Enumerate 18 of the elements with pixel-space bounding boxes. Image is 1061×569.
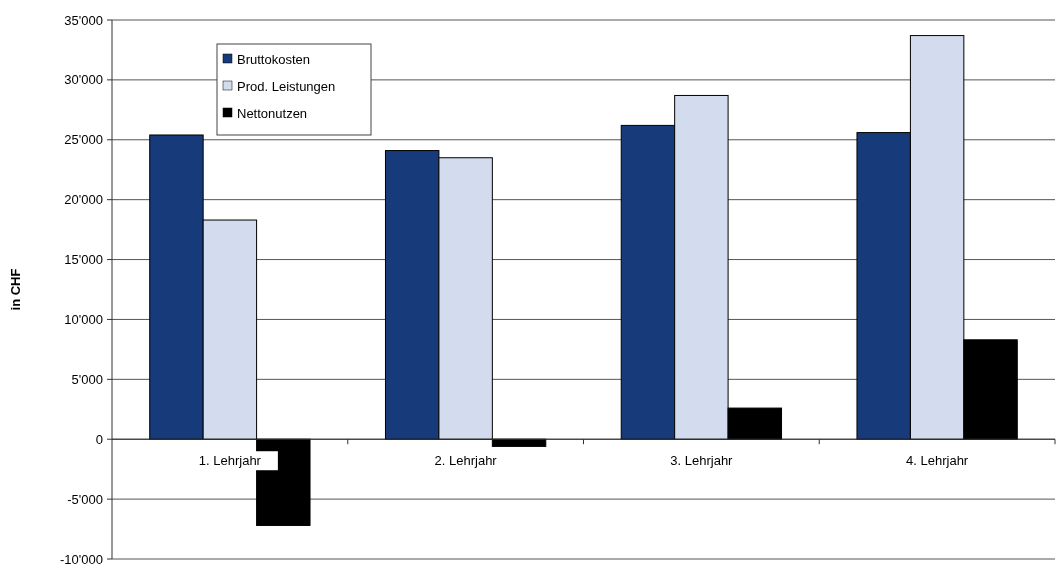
y-tick-label: 15'000: [64, 252, 103, 268]
x-tick-label: 1. Lehrjahr: [198, 453, 262, 469]
y-axis-title: in CHF: [8, 268, 23, 311]
y-tick-label: -10'000: [60, 551, 103, 567]
x-tick-label: 3. Lehrjahr: [670, 453, 734, 469]
y-tick-label: 25'000: [64, 132, 103, 148]
y-tick-label: 5'000: [71, 371, 103, 387]
x-tick-label: 4. Lehrjahr: [906, 453, 969, 469]
y-tick-label: 35'000: [64, 12, 103, 28]
legend-label: Prod. Leistungen: [237, 78, 336, 94]
y-tick-label: 20'000: [64, 192, 103, 208]
legend-label: Bruttokosten: [237, 51, 310, 67]
y-tick-label: -5'000: [67, 491, 103, 507]
y-tick-label: 10'000: [64, 311, 103, 327]
y-tick-label: 30'000: [64, 72, 103, 88]
legend-label: Nettonutzen: [237, 105, 308, 121]
y-tick-label: 0: [95, 431, 103, 447]
x-tick-label: 2. Lehrjahr: [434, 453, 498, 469]
